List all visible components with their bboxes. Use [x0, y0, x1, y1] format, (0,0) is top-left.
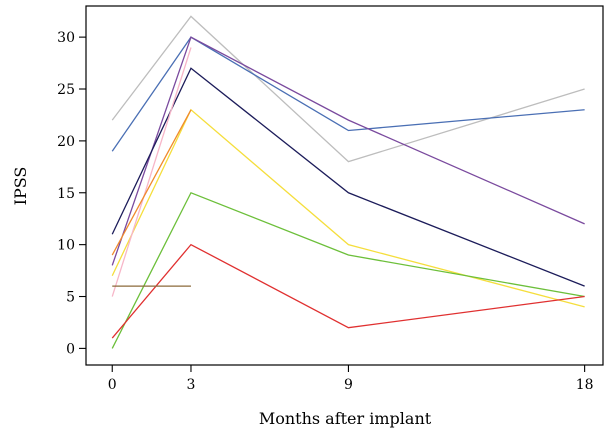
series-line-4 [111, 67, 585, 287]
y-axis: 0 5 10 15 20 25 30 [57, 30, 86, 357]
series-line-2 [111, 36, 585, 152]
series-line-9 [111, 243, 585, 339]
plot-frame [85, 5, 604, 366]
x-tick-label: 18 [576, 377, 594, 393]
x-axis: 0 3 9 18 [108, 365, 594, 393]
x-axis-title: Months after implant [259, 409, 432, 428]
series-layer [111, 15, 585, 349]
y-tick-label: 30 [57, 30, 75, 46]
series-line-1 [111, 15, 585, 163]
x-tick-label: 0 [108, 377, 117, 393]
x-tick-label: 9 [344, 377, 353, 393]
y-axis-title: IPSS [11, 167, 30, 206]
y-tick-label: 20 [57, 134, 75, 150]
y-tick-label: 0 [66, 341, 75, 357]
series-line-6 [111, 47, 192, 297]
series-line-7 [111, 109, 192, 256]
y-tick-label: 5 [66, 290, 75, 306]
y-tick-label: 10 [57, 238, 75, 254]
series-line-8 [111, 191, 585, 349]
y-tick-label: 15 [57, 186, 75, 202]
x-tick-label: 3 [187, 377, 196, 393]
y-tick-label: 25 [57, 82, 75, 98]
